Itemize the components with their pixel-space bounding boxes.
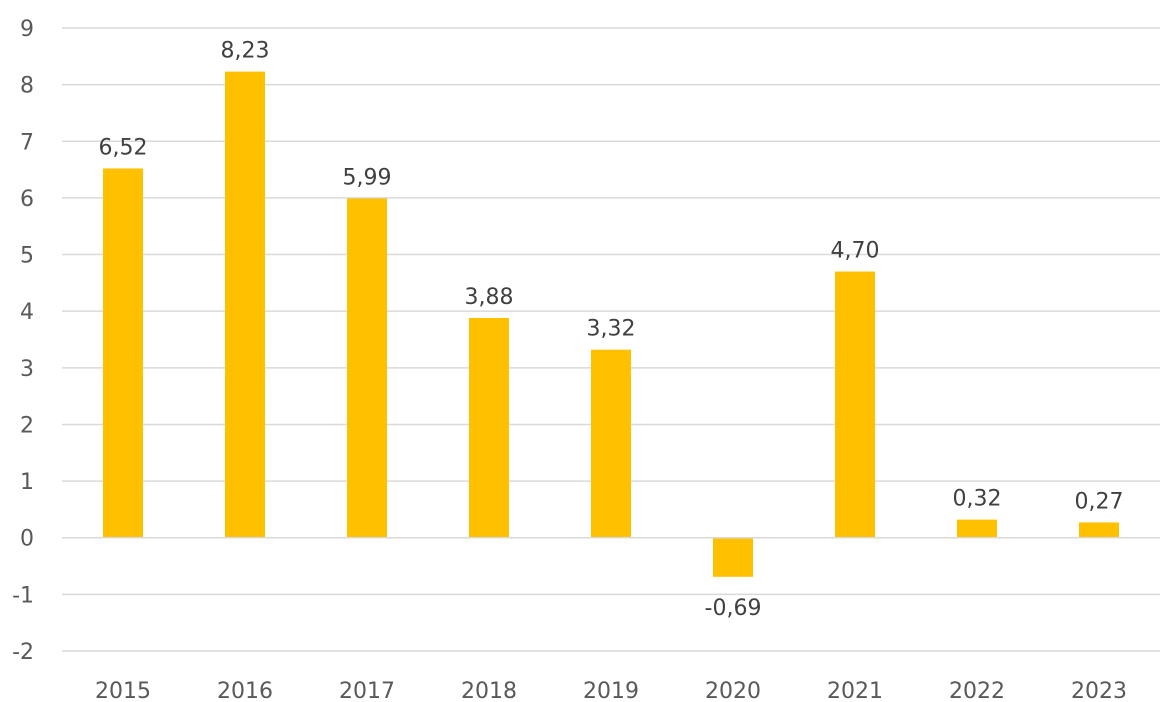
data-label: 3,32 <box>587 317 636 342</box>
y-tick-label: 8 <box>20 74 34 99</box>
y-tick-label: 4 <box>20 300 34 325</box>
x-tick-label: 2015 <box>95 679 151 702</box>
x-tick-label: 2018 <box>461 679 517 702</box>
x-tick-label: 2019 <box>583 679 639 702</box>
data-label: 6,52 <box>99 135 148 160</box>
bar <box>713 537 753 577</box>
data-label: 0,32 <box>953 487 1002 512</box>
bar <box>225 71 265 538</box>
bar <box>469 317 509 538</box>
data-labels: 6,52 8,23 5,99 3,88 3,32 -0,69 4,70 0,32 0,27 <box>99 39 1124 621</box>
data-label: 0,27 <box>1075 489 1124 514</box>
x-tick-label: 2021 <box>827 679 883 702</box>
bar <box>591 349 631 538</box>
y-tick-label: 5 <box>20 244 34 269</box>
x-tick-label: 2022 <box>949 679 1005 702</box>
y-tick-label: 7 <box>20 130 34 155</box>
data-label: 4,70 <box>831 239 880 264</box>
bar <box>103 168 143 538</box>
bars <box>103 71 1119 577</box>
y-tick-label: 1 <box>20 470 34 495</box>
data-label: -0,69 <box>705 596 762 621</box>
data-label: 5,99 <box>343 165 392 190</box>
y-tick-label: 3 <box>20 357 34 382</box>
x-tick-label: 2017 <box>339 679 395 702</box>
bar <box>835 271 875 538</box>
y-tick-label: 9 <box>20 17 34 42</box>
y-axis-ticks: 9 8 7 6 5 4 3 2 1 0 -1 -2 <box>12 17 34 665</box>
x-axis-labels: 2015 2016 2017 2018 2019 2020 2021 2022 2023 <box>95 679 1127 702</box>
y-tick-label: -2 <box>12 640 34 665</box>
x-tick-label: 2020 <box>705 679 761 702</box>
x-tick-label: 2016 <box>217 679 273 702</box>
y-tick-label: 6 <box>20 187 34 212</box>
x-tick-label: 2023 <box>1071 679 1127 702</box>
bar <box>957 519 997 538</box>
bar <box>347 198 387 538</box>
y-tick-label: 2 <box>20 413 34 438</box>
y-tick-label: 0 <box>20 527 34 552</box>
bar <box>1079 522 1119 538</box>
data-label: 3,88 <box>465 285 514 310</box>
y-tick-label: -1 <box>12 583 34 608</box>
data-label: 8,23 <box>221 39 270 64</box>
